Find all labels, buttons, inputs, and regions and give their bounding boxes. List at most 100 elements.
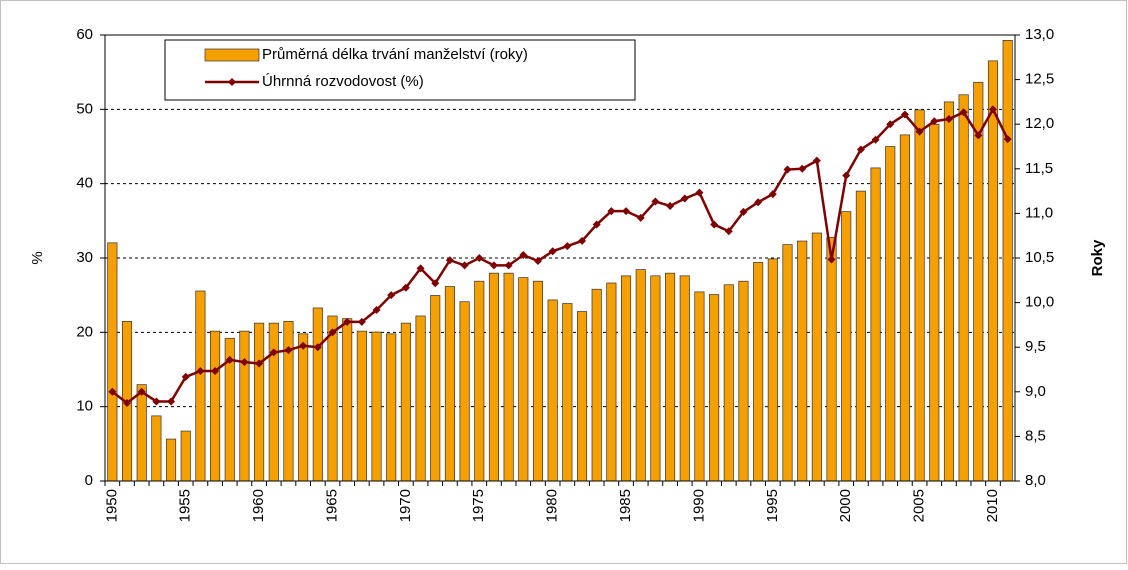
marker: [299, 341, 308, 350]
marker: [636, 213, 645, 222]
bar: [210, 330, 221, 482]
bar: [753, 262, 764, 482]
marker: [724, 227, 733, 236]
bar: [415, 315, 426, 482]
bar: [606, 282, 617, 482]
bar: [591, 288, 602, 482]
bar: [650, 275, 661, 482]
x-tick-label: 1980: [544, 489, 561, 522]
bar: [342, 318, 353, 482]
y2-tick-label: 12,0: [1025, 115, 1054, 132]
y-tick-label: 30: [76, 249, 93, 266]
marker: [225, 355, 234, 364]
marker: [783, 165, 792, 174]
marker: [445, 256, 454, 265]
x-tick-label: 2010: [984, 489, 1001, 522]
marker: [211, 366, 220, 375]
legend-label: Průměrná délka trvání manželství (roky): [262, 46, 528, 63]
bar: [1002, 40, 1013, 482]
bar: [166, 438, 177, 482]
x-tick-label: 1970: [397, 489, 414, 522]
marker: [622, 207, 631, 216]
marker: [666, 201, 675, 210]
legend-swatch: [204, 48, 260, 62]
bar: [694, 291, 705, 482]
x-tick-label: 1965: [323, 489, 340, 522]
marker: [548, 247, 557, 256]
marker: [886, 120, 895, 129]
x-tick-label: 2005: [911, 489, 928, 522]
marker: [915, 127, 924, 136]
y2-tick-label: 11,0: [1025, 204, 1053, 221]
bar: [239, 330, 250, 482]
marker: [123, 398, 132, 407]
y2-tick-label: 9,5: [1025, 338, 1046, 355]
marker: [416, 264, 425, 273]
bar: [885, 146, 896, 482]
bar: [709, 294, 720, 482]
bar: [151, 415, 162, 482]
marker: [974, 131, 983, 140]
y-axis-label: %: [29, 251, 46, 264]
marker: [181, 372, 190, 381]
marker: [988, 105, 997, 114]
marker: [431, 279, 440, 288]
y2-tick-label: 13,0: [1025, 26, 1054, 43]
bar: [327, 315, 338, 482]
x-tick-label: 1955: [177, 489, 194, 522]
line: [111, 106, 1009, 405]
marker: [387, 291, 396, 300]
marker: [563, 242, 572, 251]
marker: [944, 114, 953, 123]
bar: [797, 240, 808, 482]
bar: [958, 94, 969, 482]
bar: [503, 272, 514, 482]
marker: [592, 220, 601, 229]
marker: [739, 207, 748, 216]
x-tick-label: 1995: [764, 489, 781, 522]
marker: [798, 164, 807, 173]
marker: [475, 254, 484, 262]
marker: [827, 255, 836, 264]
marker: [343, 317, 352, 326]
marker: [328, 328, 337, 337]
bar: [782, 244, 793, 482]
bar: [767, 258, 778, 482]
x-tick-label: 1975: [470, 489, 487, 522]
bar: [621, 275, 632, 482]
marker: [812, 156, 821, 165]
y2-tick-label: 8,5: [1025, 427, 1046, 444]
x-tick-label: 1960: [250, 489, 267, 522]
marker: [372, 306, 381, 315]
bar: [870, 167, 881, 482]
bar: [298, 333, 309, 482]
marker: [519, 251, 528, 260]
marker: [768, 190, 777, 199]
bar: [371, 331, 382, 482]
bar: [841, 211, 852, 482]
y2-tick-label: 10,0: [1025, 294, 1054, 311]
marker: [695, 188, 704, 197]
bar: [811, 232, 822, 482]
y2-tick-label: 11,5: [1025, 160, 1053, 177]
marker: [533, 256, 542, 265]
y2-tick-label: 12,5: [1025, 71, 1054, 88]
bar: [474, 280, 485, 482]
marker: [651, 197, 660, 206]
marker: [357, 317, 366, 326]
bar: [547, 299, 558, 482]
marker: [152, 397, 161, 406]
bar: [283, 320, 294, 482]
marker: [930, 117, 939, 126]
bar: [562, 303, 573, 482]
marker: [269, 348, 278, 357]
bar: [723, 284, 734, 482]
bar: [665, 272, 676, 482]
bar: [518, 277, 529, 482]
marker: [607, 207, 616, 216]
x-tick-label: 1990: [690, 489, 707, 522]
y-tick-label: 40: [76, 175, 93, 192]
bar: [532, 280, 544, 482]
marker: [578, 236, 587, 245]
marker: [284, 346, 293, 355]
